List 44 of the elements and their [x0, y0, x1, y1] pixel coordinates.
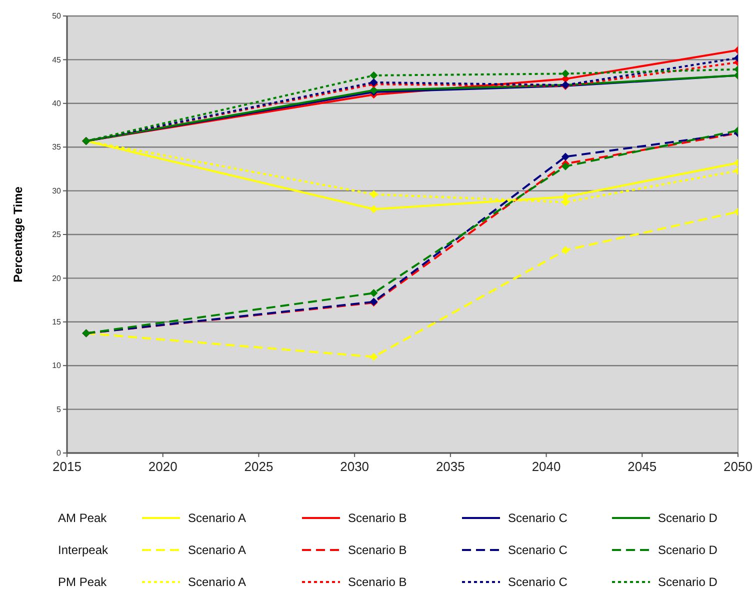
point — [370, 190, 378, 198]
text: AM Peak — [58, 511, 108, 525]
legend-label: Scenario A — [188, 543, 246, 557]
point — [370, 205, 378, 214]
y-tick-label: 10 — [52, 361, 62, 370]
x-tick-label: 2020 — [148, 459, 178, 474]
point — [370, 352, 378, 361]
text: Interpeak — [58, 543, 110, 557]
y-tick-label: 35 — [52, 142, 62, 152]
point — [561, 162, 570, 170]
legend-label: Scenario B — [348, 575, 407, 589]
y-tick-label: 5 — [56, 404, 62, 414]
legend-label: Scenario C — [508, 575, 568, 589]
legend-label: Scenario B — [348, 511, 407, 525]
point — [370, 289, 378, 298]
y-axis-title: Percentage Time — [11, 186, 25, 282]
x-tick-label: 2030 — [340, 459, 370, 474]
point — [561, 70, 570, 78]
x-tick-label: 2045 — [628, 459, 657, 474]
legend-label: Scenario D — [658, 511, 718, 525]
legend-label: Scenario A — [188, 575, 246, 589]
y-tick-label: 25 — [52, 230, 62, 240]
legend-label: Scenario B — [348, 543, 407, 557]
y-tick-label: 20 — [52, 274, 62, 283]
y-tick-label: 45 — [52, 55, 62, 64]
legend-label: Scenario D — [658, 543, 718, 557]
x-tick-label: 2035 — [436, 459, 465, 474]
point — [561, 246, 570, 254]
x-tick-label: 2040 — [532, 459, 561, 474]
y-tick-label: 40 — [52, 98, 62, 108]
x-tick-label: 2025 — [244, 459, 274, 474]
point — [370, 71, 378, 80]
text: PM Peak — [58, 575, 108, 589]
legend-label: Scenario A — [188, 511, 246, 525]
x-tick-label: 2015 — [52, 459, 82, 474]
y-tick-label: 15 — [52, 317, 62, 326]
x-tick-label: 2050 — [724, 459, 752, 474]
y-tick-label: 30 — [52, 186, 62, 196]
y-tick-label: 0 — [56, 448, 62, 458]
point — [561, 152, 570, 161]
legend-label: Scenario C — [508, 511, 568, 525]
y-tick-label: 50 — [52, 12, 62, 21]
legend-label: Scenario D — [658, 575, 718, 589]
legend-label: Scenario C — [508, 543, 568, 557]
